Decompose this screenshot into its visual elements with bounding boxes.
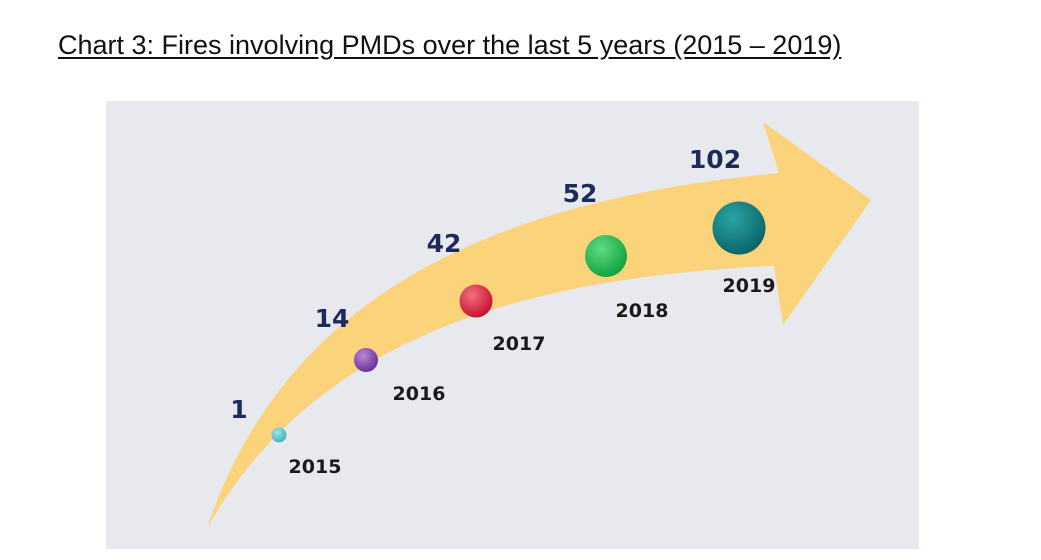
year-label-2018: 2018 [616,300,669,322]
data-point-2018 [585,235,627,277]
data-marks: 1 2015 14 2016 42 2017 52 2018 102 2019 [230,145,775,478]
data-point-2015 [271,427,287,443]
year-label-2015: 2015 [289,456,342,478]
chart-panel: 1 2015 14 2016 42 2017 52 2018 102 2019 [106,101,919,549]
data-point-2017 [459,284,493,318]
value-label-2017: 42 [427,229,462,258]
value-label-2018: 52 [563,179,598,208]
chart-svg: 1 2015 14 2016 42 2017 52 2018 102 2019 [207,122,871,528]
data-point-2019 [712,201,766,255]
value-label-2019: 102 [689,145,741,174]
year-label-2016: 2016 [393,383,446,405]
data-point-2016 [354,348,378,372]
trend-arrow [207,122,871,528]
year-label-2019: 2019 [723,275,776,297]
value-label-2016: 14 [315,304,350,333]
value-label-2015: 1 [230,395,247,424]
chart-title: Chart 3: Fires involving PMDs over the l… [58,30,842,60]
year-label-2017: 2017 [493,333,546,355]
